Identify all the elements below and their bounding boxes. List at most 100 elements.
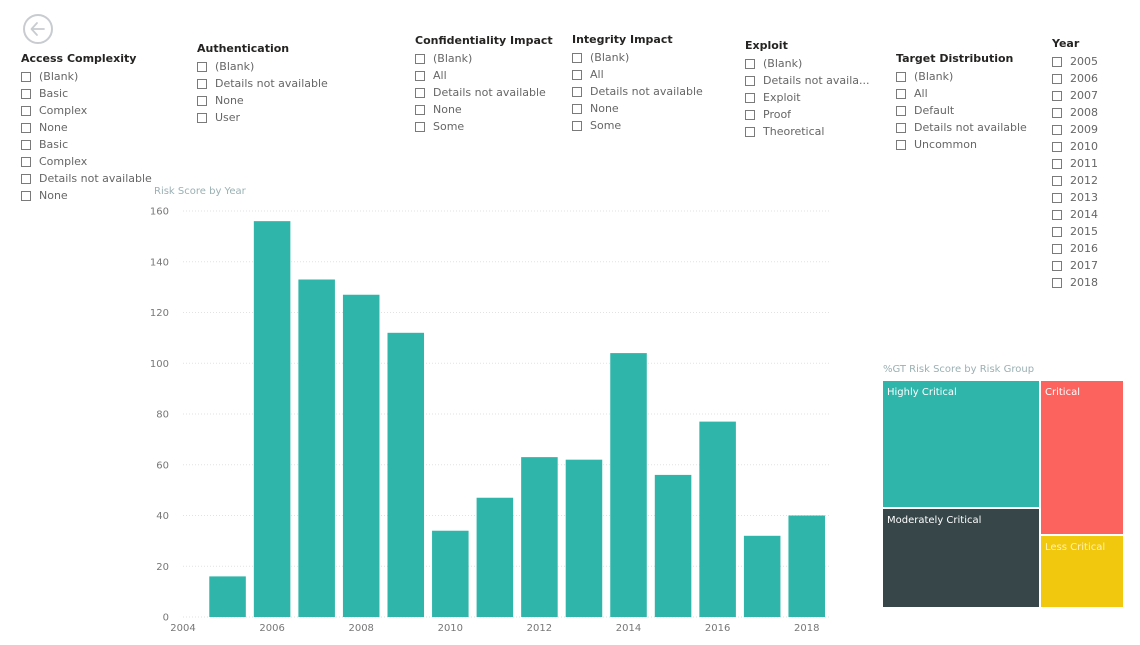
slicer-item[interactable]: 2015 [1052, 223, 1098, 240]
slicer-item[interactable]: None [197, 92, 328, 109]
checkbox[interactable] [1052, 141, 1062, 152]
slicer-item[interactable]: 2013 [1052, 189, 1098, 206]
checkbox[interactable] [1052, 226, 1062, 237]
slicer-item[interactable]: None [415, 101, 553, 118]
slicer-item[interactable]: Details not available [197, 75, 328, 92]
checkbox[interactable] [896, 139, 906, 150]
slicer-item[interactable]: Some [415, 118, 553, 135]
checkbox[interactable] [745, 126, 755, 137]
slicer-item[interactable]: Details not available [21, 170, 152, 187]
slicer-item[interactable]: Details not available [896, 119, 1027, 136]
checkbox[interactable] [1052, 90, 1062, 101]
slicer-item[interactable]: None [21, 187, 152, 204]
slicer-item[interactable]: None [21, 119, 152, 136]
slicer-item[interactable]: Basic [21, 136, 152, 153]
checkbox[interactable] [21, 71, 31, 82]
checkbox[interactable] [896, 88, 906, 99]
checkbox[interactable] [21, 88, 31, 99]
checkbox[interactable] [21, 105, 31, 116]
checkbox[interactable] [1052, 124, 1062, 135]
slicer-item[interactable]: (Blank) [415, 50, 553, 67]
slicer-item[interactable]: 2009 [1052, 121, 1098, 138]
slicer-item[interactable]: None [572, 100, 703, 117]
bar[interactable] [342, 294, 380, 617]
checkbox[interactable] [21, 139, 31, 150]
back-button[interactable] [23, 14, 53, 44]
slicer-item[interactable]: 2011 [1052, 155, 1098, 172]
slicer-item[interactable]: Some [572, 117, 703, 134]
checkbox[interactable] [1052, 192, 1062, 203]
slicer-item[interactable]: 2012 [1052, 172, 1098, 189]
bar[interactable] [654, 474, 692, 617]
slicer-item[interactable]: 2006 [1052, 70, 1098, 87]
checkbox[interactable] [572, 69, 582, 80]
checkbox[interactable] [415, 70, 425, 81]
slicer-item[interactable]: 2005 [1052, 53, 1098, 70]
slicer-item[interactable]: 2017 [1052, 257, 1098, 274]
checkbox[interactable] [415, 87, 425, 98]
checkbox[interactable] [21, 122, 31, 133]
treemap-cell[interactable]: Critical [1040, 380, 1124, 535]
bar[interactable] [788, 515, 825, 618]
bar[interactable] [253, 221, 291, 617]
checkbox[interactable] [1052, 56, 1062, 67]
checkbox[interactable] [197, 112, 207, 123]
checkbox[interactable] [1052, 175, 1062, 186]
treemap-cell[interactable]: Less Critical [1040, 535, 1124, 608]
slicer-item[interactable]: (Blank) [572, 49, 703, 66]
slicer-item[interactable]: Exploit [745, 89, 870, 106]
slicer-item[interactable]: 2007 [1052, 87, 1098, 104]
bar[interactable] [699, 421, 736, 617]
slicer-item[interactable]: Complex [21, 102, 152, 119]
checkbox[interactable] [21, 190, 31, 201]
slicer-item[interactable]: User [197, 109, 328, 126]
slicer-item[interactable]: All [896, 85, 1027, 102]
slicer-item[interactable]: Complex [21, 153, 152, 170]
slicer-item[interactable]: (Blank) [745, 55, 870, 72]
slicer-item[interactable]: Basic [21, 85, 152, 102]
slicer-item[interactable]: 2008 [1052, 104, 1098, 121]
checkbox[interactable] [572, 52, 582, 63]
bar[interactable] [610, 353, 647, 617]
slicer-item[interactable]: 2016 [1052, 240, 1098, 257]
treemap-cell[interactable]: Highly Critical [882, 380, 1040, 508]
checkbox[interactable] [896, 71, 906, 82]
checkbox[interactable] [1052, 277, 1062, 288]
checkbox[interactable] [1052, 260, 1062, 271]
slicer-item[interactable]: Details not availa... [745, 72, 870, 89]
checkbox[interactable] [21, 173, 31, 184]
checkbox[interactable] [1052, 209, 1062, 220]
slicer-item[interactable]: All [572, 66, 703, 83]
checkbox[interactable] [745, 58, 755, 69]
bar[interactable] [209, 576, 246, 617]
slicer-item[interactable]: Details not available [415, 84, 553, 101]
bar[interactable] [476, 497, 514, 617]
slicer-item[interactable]: Details not available [572, 83, 703, 100]
checkbox[interactable] [1052, 73, 1062, 84]
checkbox[interactable] [572, 103, 582, 114]
checkbox[interactable] [896, 122, 906, 133]
checkbox[interactable] [197, 95, 207, 106]
checkbox[interactable] [415, 121, 425, 132]
slicer-item[interactable]: 2014 [1052, 206, 1098, 223]
checkbox[interactable] [1052, 107, 1062, 118]
slicer-item[interactable]: Default [896, 102, 1027, 119]
slicer-item[interactable]: Proof [745, 106, 870, 123]
checkbox[interactable] [415, 104, 425, 115]
slicer-item[interactable]: All [415, 67, 553, 84]
treemap-cell[interactable]: Moderately Critical [882, 508, 1040, 608]
slicer-item[interactable]: (Blank) [896, 68, 1027, 85]
checkbox[interactable] [21, 156, 31, 167]
slicer-item[interactable]: 2018 [1052, 274, 1098, 291]
checkbox[interactable] [745, 75, 755, 86]
checkbox[interactable] [1052, 158, 1062, 169]
checkbox[interactable] [197, 78, 207, 89]
checkbox[interactable] [1052, 243, 1062, 254]
checkbox[interactable] [415, 53, 425, 64]
slicer-item[interactable]: 2010 [1052, 138, 1098, 155]
slicer-item[interactable]: Theoretical [745, 123, 870, 140]
checkbox[interactable] [896, 105, 906, 116]
bar[interactable] [521, 457, 558, 617]
bar[interactable] [387, 332, 425, 617]
checkbox[interactable] [572, 120, 582, 131]
